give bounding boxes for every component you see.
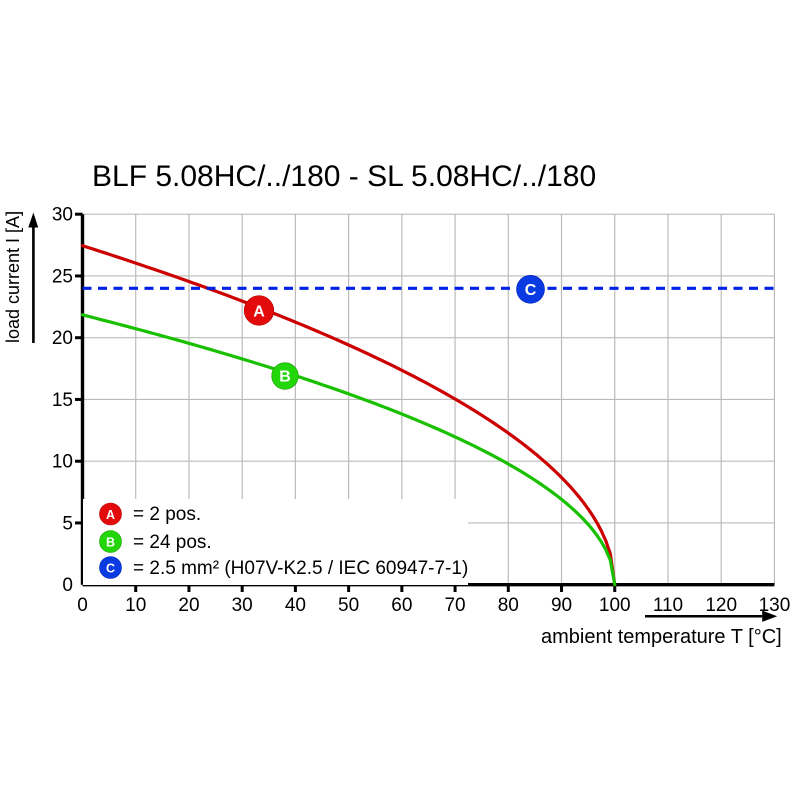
svg-text:25: 25 <box>52 266 73 287</box>
svg-text:BLF 5.08HC/../180 - SL 5.08HC/: BLF 5.08HC/../180 - SL 5.08HC/../180 <box>92 160 596 193</box>
svg-text:40: 40 <box>285 595 306 616</box>
svg-text:90: 90 <box>551 595 572 616</box>
svg-text:120: 120 <box>705 595 737 616</box>
svg-text:15: 15 <box>52 390 73 411</box>
svg-text:30: 30 <box>52 205 73 226</box>
svg-text:30: 30 <box>232 595 253 616</box>
svg-text:10: 10 <box>52 452 73 473</box>
svg-text:20: 20 <box>52 328 73 349</box>
svg-text:10: 10 <box>125 595 146 616</box>
svg-text:C: C <box>106 562 115 576</box>
svg-text:0: 0 <box>77 595 88 616</box>
svg-text:B: B <box>106 536 115 550</box>
svg-text:A: A <box>253 304 265 321</box>
svg-text:load current I [A]: load current I [A] <box>3 211 23 343</box>
svg-text:50: 50 <box>338 595 359 616</box>
svg-text:C: C <box>525 282 537 299</box>
svg-text:80: 80 <box>498 595 519 616</box>
svg-text:B: B <box>279 369 291 386</box>
svg-text:= 2.5 mm² (H07V-K2.5 / IEC 609: = 2.5 mm² (H07V-K2.5 / IEC 60947-7-1) <box>133 558 468 579</box>
svg-text:100: 100 <box>599 595 631 616</box>
svg-text:= 24 pos.: = 24 pos. <box>133 532 212 553</box>
svg-text:0: 0 <box>62 575 73 596</box>
svg-text:20: 20 <box>178 595 199 616</box>
svg-text:A: A <box>106 508 115 522</box>
svg-text:60: 60 <box>391 595 412 616</box>
svg-text:110: 110 <box>653 595 683 616</box>
svg-text:5: 5 <box>62 513 73 534</box>
svg-text:70: 70 <box>444 595 465 616</box>
svg-text:= 2 pos.: = 2 pos. <box>133 504 201 525</box>
svg-text:ambient temperature T [°C]: ambient temperature T [°C] <box>541 626 782 648</box>
